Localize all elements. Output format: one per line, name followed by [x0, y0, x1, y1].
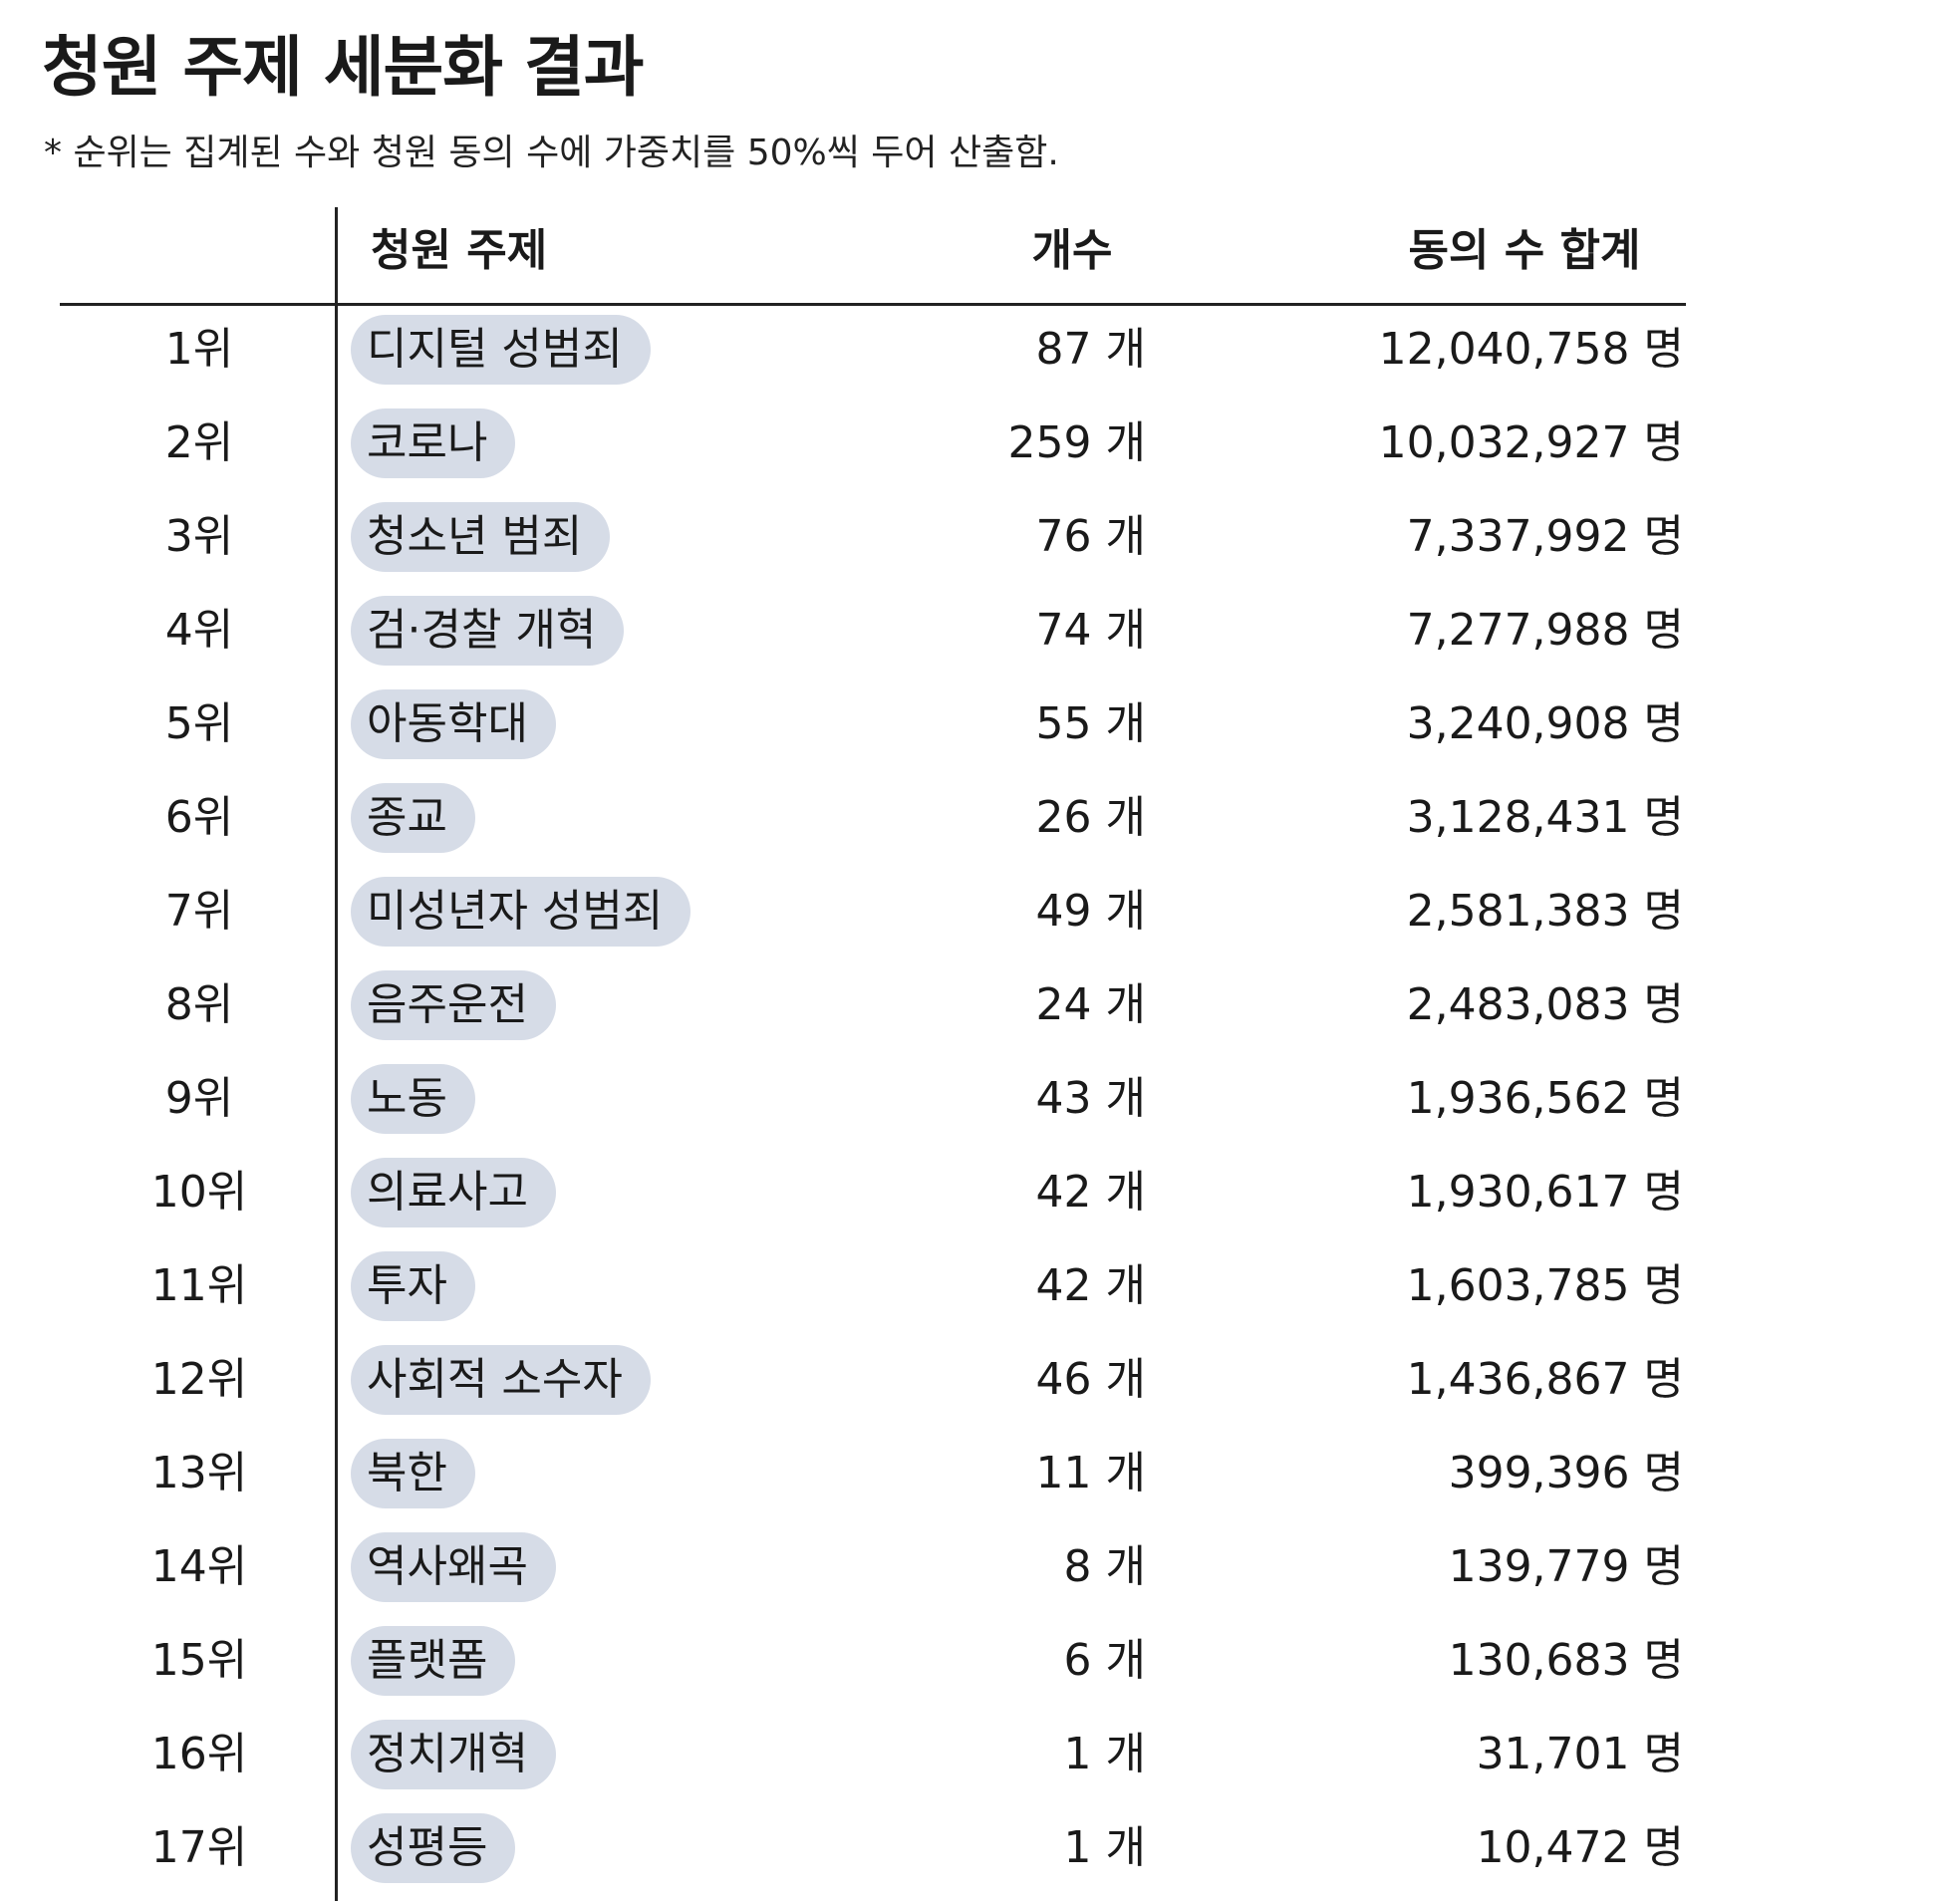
- page-subtitle: * 순위는 집계된 수와 청원 동의 수에 가중치를 50%씩 두어 산출함.: [44, 133, 1059, 173]
- topic-pill: 북한: [351, 1439, 475, 1508]
- table-row: 7위 미성년자 성범죄 49 개 2,581,383 명: [0, 865, 1937, 958]
- table-row: 9위 노동 43 개 1,936,562 명: [0, 1052, 1937, 1146]
- topic-pill: 아동학대: [351, 689, 556, 759]
- count-cell: 55 개: [1035, 698, 1146, 749]
- count-cell: 46 개: [1035, 1354, 1146, 1405]
- votes-cell: 3,240,908 명: [1406, 698, 1684, 749]
- votes-cell: 1,936,562 명: [1406, 1073, 1684, 1124]
- votes-cell: 130,683 명: [1448, 1635, 1684, 1686]
- count-cell: 11 개: [1035, 1448, 1146, 1498]
- rank-cell: 13위: [150, 1448, 248, 1498]
- rank-cell: 16위: [150, 1729, 248, 1779]
- table-row: 3위 청소년 범죄 76 개 7,337,992 명: [0, 490, 1937, 584]
- votes-cell: 12,040,758 명: [1378, 324, 1684, 375]
- topic-pill: 역사왜곡: [351, 1532, 556, 1602]
- rank-cell: 1위: [164, 324, 234, 375]
- count-cell: 76 개: [1035, 511, 1146, 562]
- count-cell: 49 개: [1035, 886, 1146, 937]
- votes-cell: 399,396 명: [1448, 1448, 1684, 1498]
- topic-pill: 의료사고: [351, 1158, 556, 1227]
- topic-pill: 음주운전: [351, 970, 556, 1040]
- votes-cell: 2,483,083 명: [1406, 979, 1684, 1030]
- topic-pill: 코로나: [351, 408, 516, 478]
- rank-cell: 12위: [150, 1354, 248, 1405]
- table-row: 2위 코로나 259 개 10,032,927 명: [0, 397, 1937, 490]
- table-row: 5위 아동학대 55 개 3,240,908 명: [0, 678, 1937, 771]
- table-row: 17위 성평등 1 개 10,472 명: [0, 1801, 1937, 1895]
- table-row: 15위 플랫폼 6 개 130,683 명: [0, 1614, 1937, 1708]
- rank-cell: 2위: [164, 417, 234, 468]
- topic-pill: 사회적 소수자: [351, 1345, 651, 1415]
- count-cell: 43 개: [1035, 1073, 1146, 1124]
- rank-cell: 15위: [150, 1635, 248, 1686]
- votes-cell: 2,581,383 명: [1406, 886, 1684, 937]
- count-cell: 259 개: [1007, 417, 1146, 468]
- votes-cell: 10,032,927 명: [1378, 417, 1684, 468]
- topic-pill: 검·경찰 개혁: [351, 596, 625, 666]
- topic-pill: 플랫폼: [351, 1626, 516, 1696]
- votes-cell: 1,930,617 명: [1406, 1167, 1684, 1218]
- count-cell: 87 개: [1035, 324, 1146, 375]
- table-row: 4위 검·경찰 개혁 74 개 7,277,988 명: [0, 584, 1937, 678]
- rank-cell: 9위: [164, 1073, 234, 1124]
- table-row: 1위 디지털 성범죄 87 개 12,040,758 명: [0, 303, 1937, 397]
- column-divider: [335, 207, 338, 1901]
- rank-cell: 17위: [150, 1822, 248, 1873]
- count-cell: 42 개: [1035, 1260, 1146, 1311]
- rank-cell: 6위: [164, 792, 234, 843]
- rank-cell: 8위: [164, 979, 234, 1030]
- votes-cell: 7,277,988 명: [1406, 605, 1684, 656]
- count-cell: 24 개: [1035, 979, 1146, 1030]
- table-row: 10위 의료사고 42 개 1,930,617 명: [0, 1146, 1937, 1239]
- count-cell: 74 개: [1035, 605, 1146, 656]
- topic-pill: 정치개혁: [351, 1720, 556, 1789]
- rank-cell: 10위: [150, 1167, 248, 1218]
- topic-pill: 성평등: [351, 1813, 516, 1883]
- rank-cell: 14위: [150, 1541, 248, 1592]
- votes-cell: 31,701 명: [1476, 1729, 1684, 1779]
- table-row: 8위 음주운전 24 개 2,483,083 명: [0, 958, 1937, 1052]
- votes-cell: 1,603,785 명: [1406, 1260, 1684, 1311]
- votes-cell: 7,337,992 명: [1406, 511, 1684, 562]
- header-divider: [60, 303, 1686, 306]
- table-row: 12위 사회적 소수자 46 개 1,436,867 명: [0, 1333, 1937, 1427]
- table-row: 6위 종교 26 개 3,128,431 명: [0, 771, 1937, 865]
- votes-cell: 139,779 명: [1448, 1541, 1684, 1592]
- topic-pill: 노동: [351, 1064, 475, 1134]
- rank-cell: 4위: [164, 605, 234, 656]
- page-title: 청원 주제 세분화 결과: [42, 29, 644, 106]
- count-cell: 1 개: [1063, 1729, 1146, 1779]
- column-header-votes: 동의 수 합계: [1408, 225, 1641, 276]
- rank-cell: 7위: [164, 886, 234, 937]
- count-cell: 6 개: [1063, 1635, 1146, 1686]
- topic-pill: 종교: [351, 783, 475, 853]
- rank-cell: 3위: [164, 511, 234, 562]
- table-row: 16위 정치개혁 1 개 31,701 명: [0, 1708, 1937, 1801]
- table-row: 14위 역사왜곡 8 개 139,779 명: [0, 1520, 1937, 1614]
- rank-cell: 5위: [164, 698, 234, 749]
- topic-pill: 디지털 성범죄: [351, 315, 651, 385]
- topic-pill: 미성년자 성범죄: [351, 877, 692, 947]
- count-cell: 26 개: [1035, 792, 1146, 843]
- table-row: 11위 투자 42 개 1,603,785 명: [0, 1239, 1937, 1333]
- votes-cell: 3,128,431 명: [1406, 792, 1684, 843]
- topic-pill: 청소년 범죄: [351, 502, 611, 572]
- count-cell: 42 개: [1035, 1167, 1146, 1218]
- count-cell: 8 개: [1063, 1541, 1146, 1592]
- count-cell: 1 개: [1063, 1822, 1146, 1873]
- topic-pill: 투자: [351, 1251, 475, 1321]
- column-header-topic: 청원 주제: [371, 225, 548, 276]
- column-header-count: 개수: [1031, 225, 1113, 276]
- table-row: 13위 북한 11 개 399,396 명: [0, 1427, 1937, 1520]
- votes-cell: 1,436,867 명: [1406, 1354, 1684, 1405]
- rank-cell: 11위: [150, 1260, 248, 1311]
- votes-cell: 10,472 명: [1476, 1822, 1684, 1873]
